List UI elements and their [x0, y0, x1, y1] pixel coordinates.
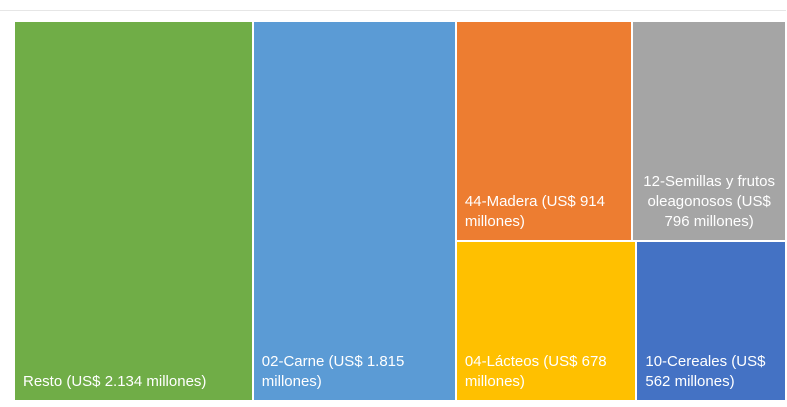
tile-label: 44-Madera (US$ 914 millones) [464, 193, 605, 231]
tile-label: 10-Cereales (US$ 562 millones) [645, 352, 766, 390]
tile: 10-Cereales (US$ 562 millones) [637, 242, 785, 400]
tile: 44-Madera (US$ 914 millones) [456, 22, 632, 241]
tile: Resto (US$ 2.134 millones) [15, 22, 252, 400]
tile: 04-Lácteos (US$ 678 millones) [456, 242, 636, 400]
chart-frame [0, 10, 786, 406]
treemap: Resto (US$ 2.134 millones) 02-Carne (US$ … [15, 22, 787, 402]
tile-label: Resto (US$ 2.134 millones) [23, 373, 207, 390]
tile-label: 04-Lácteos (US$ 678 millones) [464, 352, 607, 390]
tile-label: 02-Carne (US$ 1.815 millones) [261, 353, 405, 390]
tile-label: 12-Semillas y frutos oleagonosos (US$ 79… [643, 173, 776, 231]
tile: 12-Semillas y frutos oleagonosos (US$ 79… [633, 22, 785, 241]
tile: 02-Carne (US$ 1.815 millones) [253, 22, 455, 400]
